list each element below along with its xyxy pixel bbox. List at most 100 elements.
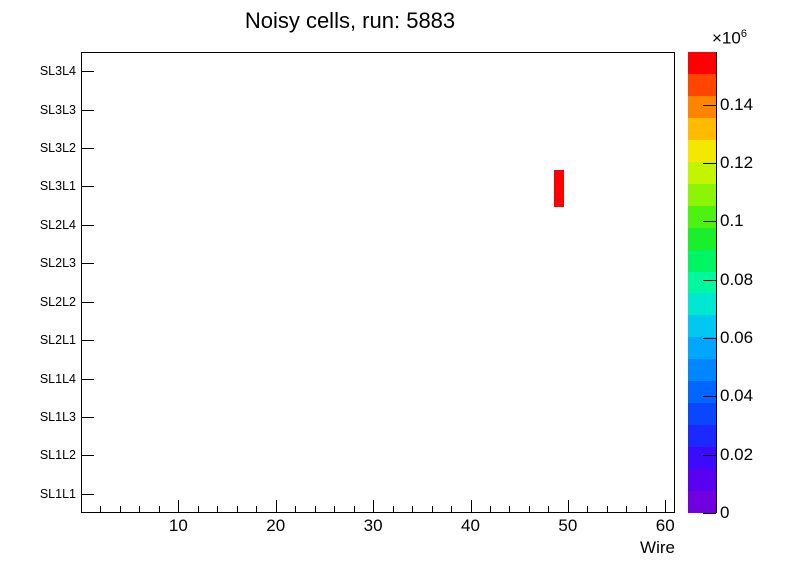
y-axis-tick <box>81 455 94 457</box>
y-axis-tick-label: SL3L1 <box>39 179 76 194</box>
colorbar-band <box>688 117 716 140</box>
colorbar-band <box>688 139 716 162</box>
x-axis-tick-label: 30 <box>363 516 383 535</box>
colorbar-tick-label: 0.06 <box>720 327 754 347</box>
colorbar-exponent-label: ×106 <box>712 28 747 48</box>
x-axis-minor-tick <box>158 506 160 513</box>
colorbar-tick <box>703 104 716 106</box>
plot-data-area <box>82 53 674 512</box>
colorbar-band <box>688 381 716 404</box>
y-axis-tick-label: SL2L2 <box>39 294 76 309</box>
colorbar-band <box>688 73 716 96</box>
x-axis-major-tick <box>373 500 375 513</box>
x-axis-major-tick <box>178 500 180 513</box>
x-axis-tick-label: 60 <box>655 516 675 535</box>
colorbar-tick-label: 0.14 <box>720 94 754 114</box>
colorbar-band <box>688 227 716 250</box>
x-axis-minor-tick <box>431 506 433 513</box>
y-axis-tick-label: SL1L2 <box>39 448 76 463</box>
x-axis-minor-tick <box>353 506 355 513</box>
x-axis-minor-tick <box>236 506 238 513</box>
x-axis-minor-tick <box>197 506 199 513</box>
y-axis-tick-label: SL2L3 <box>39 256 76 271</box>
colorbar-tick-label: 0.08 <box>720 269 754 289</box>
x-axis-minor-tick <box>256 506 258 513</box>
y-axis-tick <box>81 493 94 495</box>
colorbar-band <box>688 205 716 228</box>
colorbar-band <box>688 403 716 426</box>
colorbar-band <box>688 249 716 272</box>
x-axis-minor-tick <box>412 506 414 513</box>
x-axis-minor-tick <box>509 506 511 513</box>
colorbar-tick <box>703 396 716 398</box>
plot-frame <box>81 52 675 513</box>
x-axis-minor-tick <box>606 506 608 513</box>
x-axis-minor-tick <box>314 506 316 513</box>
colorbar-tick-label: 0.02 <box>720 444 754 464</box>
colorbar-band <box>688 447 716 470</box>
x-axis-major-tick <box>665 500 667 513</box>
y-axis-tick-label: SL3L4 <box>39 64 76 79</box>
colorbar-tick <box>703 337 716 339</box>
colorbar-band <box>688 315 716 338</box>
colorbar-tick <box>703 279 716 281</box>
x-axis-minor-tick <box>119 506 121 513</box>
colorbar-axis-line <box>716 52 717 513</box>
y-axis-tick-label: SL2L4 <box>39 217 76 232</box>
x-axis-minor-tick <box>139 506 141 513</box>
x-axis-title: Wire <box>640 538 675 557</box>
x-axis-minor-tick <box>217 506 219 513</box>
colorbar-tick-label: 0 <box>720 503 730 522</box>
y-axis-tick <box>81 186 94 188</box>
x-axis-minor-tick <box>295 506 297 513</box>
x-axis-tick-label: 40 <box>461 516 480 535</box>
colorbar-tick <box>703 221 716 223</box>
x-axis-minor-tick <box>587 506 589 513</box>
colorbar-band <box>688 161 716 184</box>
colorbar <box>688 51 716 513</box>
colorbar-band <box>688 51 716 74</box>
y-axis-tick <box>81 224 94 226</box>
x-axis-minor-tick <box>489 506 491 513</box>
colorbar-exponent-power: 6 <box>740 28 747 40</box>
colorbar-tick <box>703 513 716 514</box>
colorbar-band <box>688 271 716 294</box>
colorbar-tick <box>703 454 716 456</box>
colorbar-band <box>688 337 716 360</box>
y-axis-tick-label: SL2L1 <box>39 333 76 348</box>
y-axis-tick-label: SL3L2 <box>39 141 76 156</box>
y-axis-tick-label: SL1L1 <box>39 486 76 501</box>
x-axis-tick-label: 50 <box>558 516 578 535</box>
colorbar-band <box>688 95 716 118</box>
x-axis-minor-tick <box>451 506 453 513</box>
x-axis-minor-tick <box>626 506 628 513</box>
colorbar-band <box>688 469 716 492</box>
colorbar-tick-label: 0.12 <box>720 152 754 172</box>
x-axis-minor-tick <box>392 506 394 513</box>
y-axis-tick <box>81 109 94 111</box>
y-axis-tick-label: SL3L3 <box>39 102 76 117</box>
colorbar-band <box>688 425 716 448</box>
colorbar-tick <box>703 162 716 164</box>
x-axis-minor-tick <box>528 506 530 513</box>
y-axis-tick <box>81 378 94 380</box>
x-axis-minor-tick <box>334 506 336 513</box>
colorbar-tick-label: 0.1 <box>720 211 744 231</box>
colorbar-band <box>688 359 716 382</box>
heatmap-cell <box>554 169 564 208</box>
y-axis-tick <box>81 263 94 265</box>
colorbar-tick-label: 0.04 <box>720 386 754 406</box>
x-axis-minor-tick <box>548 506 550 513</box>
y-axis-tick-label: SL1L4 <box>39 371 76 386</box>
x-axis-tick-label: 20 <box>266 516 286 535</box>
x-axis-minor-tick <box>100 506 102 513</box>
y-axis-tick <box>81 416 94 418</box>
colorbar-band <box>688 293 716 316</box>
x-axis-minor-tick <box>645 506 647 513</box>
y-axis-tick <box>81 340 94 342</box>
x-axis-major-tick <box>275 500 277 513</box>
x-axis-major-tick <box>567 500 569 513</box>
y-axis-tick <box>81 301 94 303</box>
y-axis-tick-label: SL1L3 <box>39 409 76 424</box>
